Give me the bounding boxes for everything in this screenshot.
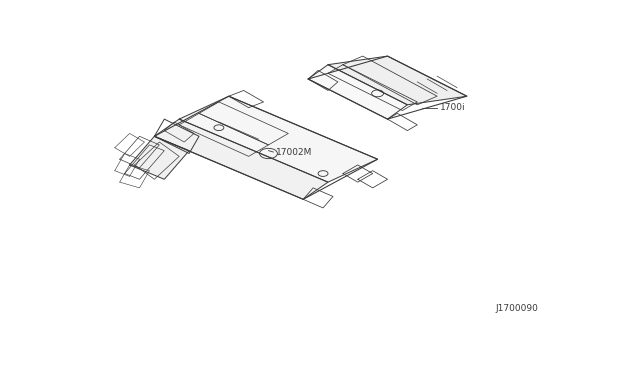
Polygon shape: [154, 119, 328, 199]
Text: 1700i: 1700i: [440, 103, 465, 112]
Text: 17002M: 17002M: [276, 148, 312, 157]
Polygon shape: [308, 65, 408, 119]
Polygon shape: [129, 136, 189, 179]
Text: J1700090: J1700090: [495, 304, 538, 312]
Polygon shape: [179, 96, 378, 182]
Polygon shape: [328, 56, 467, 105]
